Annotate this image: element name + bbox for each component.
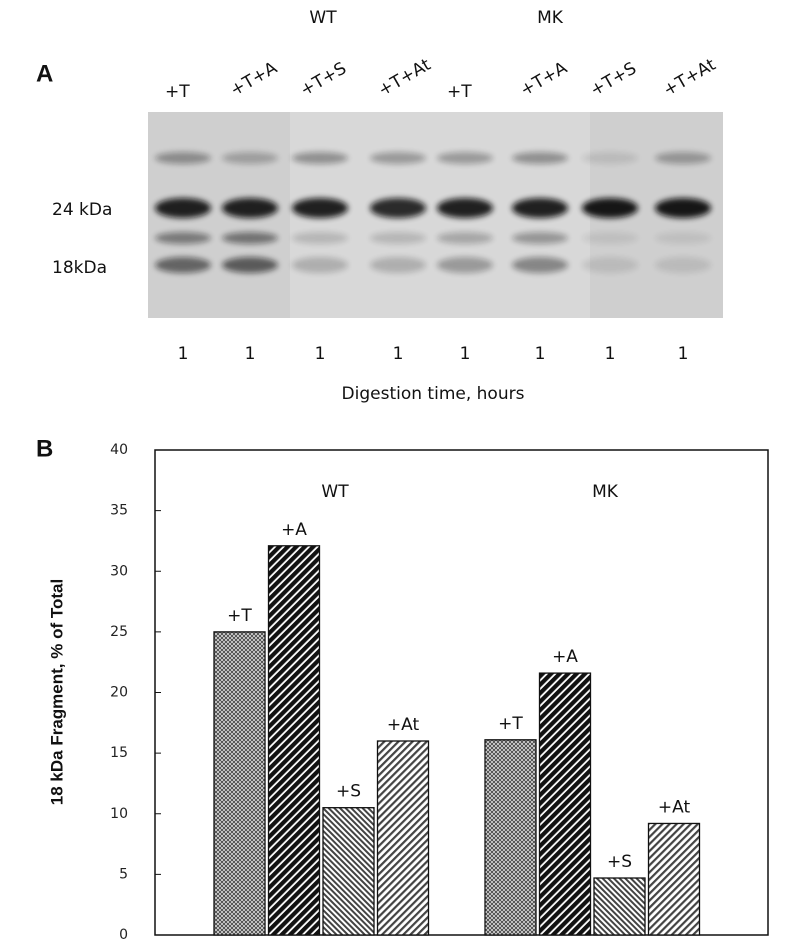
- group-label: WT: [321, 482, 349, 502]
- gel-band: [582, 198, 638, 218]
- gel-band: [655, 257, 711, 273]
- bar: [322, 807, 375, 936]
- gel-band: [292, 257, 348, 273]
- time-label: 1: [678, 344, 689, 364]
- gel-band: [222, 232, 278, 244]
- group-label: MK: [592, 482, 619, 502]
- group-label: MK: [537, 8, 564, 28]
- panel-label: B: [36, 435, 53, 462]
- gel-band: [512, 257, 568, 273]
- gel-band: [437, 232, 493, 244]
- gel-band: [655, 198, 711, 218]
- gel-band: [512, 232, 568, 244]
- time-label: 1: [393, 344, 404, 364]
- axis-label: Digestion time, hours: [342, 384, 525, 404]
- time-label: 1: [315, 344, 326, 364]
- gel-band: [292, 232, 348, 244]
- gel-band: [437, 198, 493, 218]
- gel-band: [512, 152, 568, 164]
- y-tick-label: 5: [119, 866, 128, 882]
- y-tick-label: 25: [110, 624, 128, 640]
- marker-label: 18kDa: [52, 258, 107, 278]
- time-label: 1: [245, 344, 256, 364]
- bar-label: +S: [607, 852, 632, 872]
- bar: [267, 545, 321, 936]
- bar-label: +At: [387, 715, 420, 735]
- lane-label: +T: [165, 82, 190, 102]
- bar-label: +S: [336, 782, 361, 802]
- time-label: 1: [605, 344, 616, 364]
- y-axis-label: 18 kDa Fragment, % of Total: [47, 579, 66, 805]
- bar-label: +A: [552, 647, 578, 667]
- gel-band: [155, 232, 211, 244]
- lane-label: +T+At: [660, 55, 720, 101]
- gel-band: [222, 257, 278, 273]
- bar: [538, 672, 592, 936]
- panel-label: A: [36, 60, 53, 87]
- gel-band: [292, 198, 348, 218]
- gel-band: [582, 257, 638, 273]
- gel-band: [655, 232, 711, 244]
- gel-band: [155, 257, 211, 273]
- y-tick-label: 35: [110, 503, 128, 519]
- gel-band: [222, 152, 278, 164]
- time-label: 1: [535, 344, 546, 364]
- bar: [593, 877, 646, 936]
- gel-band: [370, 232, 426, 244]
- lane-label: +T+S: [587, 59, 640, 101]
- y-tick-label: 10: [110, 806, 128, 822]
- gel-band: [655, 152, 711, 164]
- lane-label: +T+At: [375, 55, 435, 101]
- time-label: 1: [460, 344, 471, 364]
- gel-band: [292, 152, 348, 164]
- gel-band: [155, 152, 211, 164]
- y-tick-label: 20: [110, 685, 128, 701]
- gel-band: [582, 232, 638, 244]
- marker-label: 24 kDa: [52, 200, 112, 220]
- gel-band: [512, 198, 568, 218]
- y-tick-label: 15: [110, 745, 128, 761]
- lane-label: +T+A: [227, 58, 281, 101]
- gel-band: [582, 152, 638, 164]
- bar: [376, 740, 430, 936]
- gel-band: [437, 257, 493, 273]
- lane-label: +T+S: [297, 59, 350, 101]
- gel-band: [370, 257, 426, 273]
- lane-label: +T+A: [517, 58, 571, 101]
- group-label: WT: [309, 8, 337, 28]
- gel-band: [437, 152, 493, 164]
- gel-band: [222, 198, 278, 218]
- gel-band: [370, 198, 426, 218]
- bar-label: +T: [498, 714, 523, 734]
- bar: [647, 822, 701, 936]
- bar-label: +A: [281, 520, 307, 540]
- time-label: 1: [178, 344, 189, 364]
- bar: [484, 739, 537, 936]
- lane-label: +T: [447, 82, 472, 102]
- gel-band: [370, 152, 426, 164]
- bar-label: +At: [658, 797, 691, 817]
- y-tick-label: 30: [110, 563, 128, 579]
- gel-bands: [155, 152, 711, 273]
- bar: [213, 631, 266, 936]
- y-tick-label: 40: [110, 442, 128, 458]
- gel-band: [155, 198, 211, 218]
- bar-label: +T: [227, 606, 252, 626]
- y-tick-label: 0: [119, 927, 128, 943]
- panel-a: A WT MK 24 kDa 18kDa Digestion time, hou…: [36, 8, 723, 404]
